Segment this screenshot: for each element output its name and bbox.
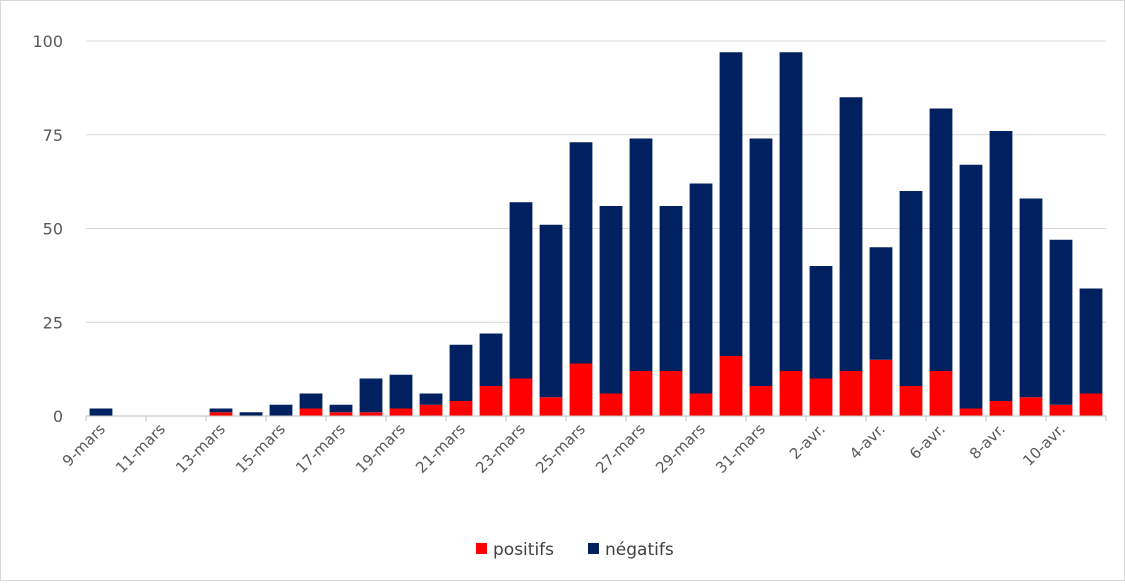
- bar-positifs: [1019, 397, 1043, 416]
- bar-negatifs: [719, 52, 743, 356]
- bar-positifs: [689, 393, 713, 416]
- bar-positifs: [779, 371, 803, 416]
- bar-negatifs: [749, 138, 773, 386]
- bar-positifs: [809, 378, 833, 416]
- bar-negatifs: [989, 131, 1013, 401]
- x-tick-label: 10-avr.: [1019, 420, 1069, 470]
- x-tick-label: 19-mars: [352, 420, 409, 477]
- x-tick-label: 13-mars: [172, 420, 229, 477]
- bar-negatifs: [539, 224, 563, 398]
- bar-negatifs: [269, 404, 293, 416]
- x-tick-label: 23-mars: [472, 420, 529, 477]
- bar-negatifs: [449, 344, 473, 401]
- bar-negatifs: [419, 393, 443, 405]
- bar-negatifs: [659, 206, 683, 371]
- y-tick-label: 25: [43, 313, 63, 332]
- bar-positifs: [839, 371, 863, 416]
- bar-negatifs: [899, 191, 923, 386]
- legend-label-positifs: positifs: [493, 540, 554, 560]
- bar-negatifs: [509, 202, 533, 379]
- x-tick-label: 21-mars: [412, 420, 469, 477]
- bar-negatifs: [239, 412, 263, 416]
- bar-negatifs: [299, 393, 323, 409]
- bar-positifs: [539, 397, 563, 416]
- bar-positifs: [479, 386, 503, 416]
- x-tick-label: 2-avr.: [786, 420, 829, 463]
- bar-positifs: [1079, 393, 1103, 416]
- bar-positifs: [599, 393, 623, 416]
- bar-negatifs: [569, 142, 593, 364]
- bar-negatifs: [839, 97, 863, 371]
- bar-negatifs: [689, 183, 713, 394]
- gridlines: [86, 40, 1106, 323]
- x-tick-label: 9-mars: [59, 420, 109, 470]
- bar-negatifs: [779, 52, 803, 371]
- legend: positifs négatifs: [476, 540, 674, 560]
- bar-positifs: [449, 401, 473, 416]
- x-tick-label: 29-mars: [652, 420, 709, 477]
- x-tick-label: 4-avr.: [846, 420, 889, 463]
- bar-negatifs: [89, 408, 113, 416]
- bar-negatifs: [629, 138, 653, 371]
- bar-negatifs: [479, 333, 503, 386]
- bar-positifs: [299, 408, 323, 416]
- bar-positifs: [929, 371, 953, 416]
- y-tick-label: 100: [32, 32, 63, 51]
- x-tick-label: 6-avr.: [906, 420, 949, 463]
- legend-swatch-negatifs: [588, 543, 599, 554]
- bar-positifs: [959, 408, 983, 416]
- legend-swatch-positifs: [476, 543, 487, 554]
- y-axis: 0 25 50 75 100: [32, 32, 63, 426]
- x-tick-label: 15-mars: [232, 420, 289, 477]
- legend-label-negatifs: négatifs: [605, 540, 674, 560]
- x-tick-label: 11-mars: [112, 420, 169, 477]
- bar-negatifs: [359, 378, 383, 413]
- bar-negatifs: [869, 247, 893, 360]
- bar-positifs: [629, 371, 653, 416]
- y-tick-label: 0: [53, 407, 63, 426]
- x-tick-label: 8-avr.: [966, 420, 1009, 463]
- bar-negatifs: [809, 266, 833, 379]
- bar-negatifs: [389, 374, 413, 409]
- x-tick-label: 31-mars: [712, 420, 769, 477]
- bar-negatifs: [1049, 239, 1073, 405]
- bar-positifs: [719, 356, 743, 416]
- bars: [89, 52, 1103, 416]
- bar-negatifs: [959, 164, 983, 409]
- bar-positifs: [749, 386, 773, 416]
- bar-positifs: [899, 386, 923, 416]
- x-axis: 9-mars 11-mars 13-mars 15-mars 17-mars 19-mar…: [59, 415, 1107, 477]
- x-tick-label: 27-mars: [592, 420, 649, 477]
- bar-negatifs: [1019, 198, 1043, 398]
- bar-positifs: [989, 401, 1013, 416]
- x-tick-label: 25-mars: [532, 420, 589, 477]
- bar-positifs: [359, 412, 383, 416]
- y-tick-label: 75: [43, 126, 63, 145]
- bar-positifs: [419, 404, 443, 416]
- bar-positifs: [569, 363, 593, 416]
- x-tick-label: 17-mars: [292, 420, 349, 477]
- bar-negatifs: [1079, 288, 1103, 394]
- bar-negatifs: [329, 404, 353, 413]
- bar-positifs: [209, 412, 233, 416]
- bar-positifs: [1049, 404, 1073, 416]
- bar-positifs: [659, 371, 683, 416]
- y-tick-label: 50: [43, 220, 63, 239]
- bar-positifs: [329, 412, 353, 416]
- bar-negatifs: [209, 408, 233, 413]
- bar-positifs: [869, 359, 893, 416]
- bar-positifs: [389, 408, 413, 416]
- bar-positifs: [509, 378, 533, 416]
- bar-negatifs: [929, 108, 953, 371]
- bar-negatifs: [599, 206, 623, 394]
